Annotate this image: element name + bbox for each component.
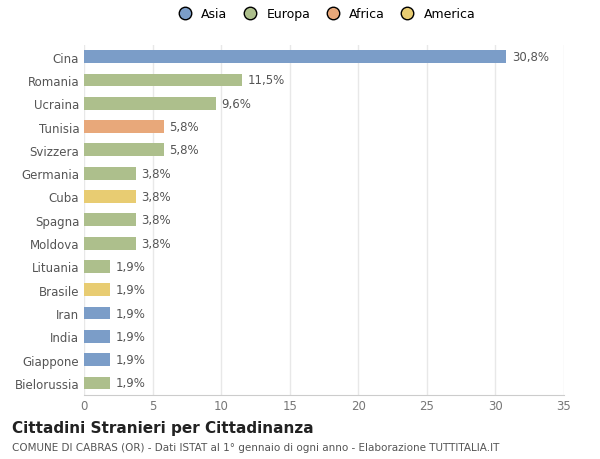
Text: 30,8%: 30,8% bbox=[512, 51, 549, 64]
Text: 3,8%: 3,8% bbox=[142, 214, 171, 227]
Text: Cittadini Stranieri per Cittadinanza: Cittadini Stranieri per Cittadinanza bbox=[12, 420, 314, 435]
Bar bbox=[84, 168, 136, 180]
Text: 1,9%: 1,9% bbox=[116, 260, 145, 273]
Bar bbox=[84, 121, 164, 134]
Bar bbox=[84, 74, 242, 87]
Bar bbox=[84, 98, 215, 111]
Bar bbox=[84, 330, 110, 343]
Bar bbox=[84, 260, 110, 273]
Bar bbox=[84, 214, 136, 227]
Text: 3,8%: 3,8% bbox=[142, 190, 171, 203]
Bar bbox=[84, 144, 164, 157]
Text: COMUNE DI CABRAS (OR) - Dati ISTAT al 1° gennaio di ogni anno - Elaborazione TUT: COMUNE DI CABRAS (OR) - Dati ISTAT al 1°… bbox=[12, 442, 499, 452]
Legend: Asia, Europa, Africa, America: Asia, Europa, Africa, America bbox=[167, 3, 481, 26]
Text: 5,8%: 5,8% bbox=[169, 144, 199, 157]
Bar bbox=[84, 353, 110, 366]
Text: 11,5%: 11,5% bbox=[247, 74, 284, 87]
Text: 1,9%: 1,9% bbox=[116, 284, 145, 297]
Text: 1,9%: 1,9% bbox=[116, 353, 145, 366]
Text: 9,6%: 9,6% bbox=[221, 98, 251, 111]
Bar bbox=[84, 377, 110, 390]
Bar bbox=[84, 51, 506, 64]
Bar bbox=[84, 284, 110, 297]
Bar bbox=[84, 190, 136, 203]
Text: 3,8%: 3,8% bbox=[142, 237, 171, 250]
Text: 1,9%: 1,9% bbox=[116, 307, 145, 320]
Text: 1,9%: 1,9% bbox=[116, 377, 145, 390]
Text: 5,8%: 5,8% bbox=[169, 121, 199, 134]
Text: 1,9%: 1,9% bbox=[116, 330, 145, 343]
Text: 3,8%: 3,8% bbox=[142, 168, 171, 180]
Bar bbox=[84, 237, 136, 250]
Bar bbox=[84, 307, 110, 320]
